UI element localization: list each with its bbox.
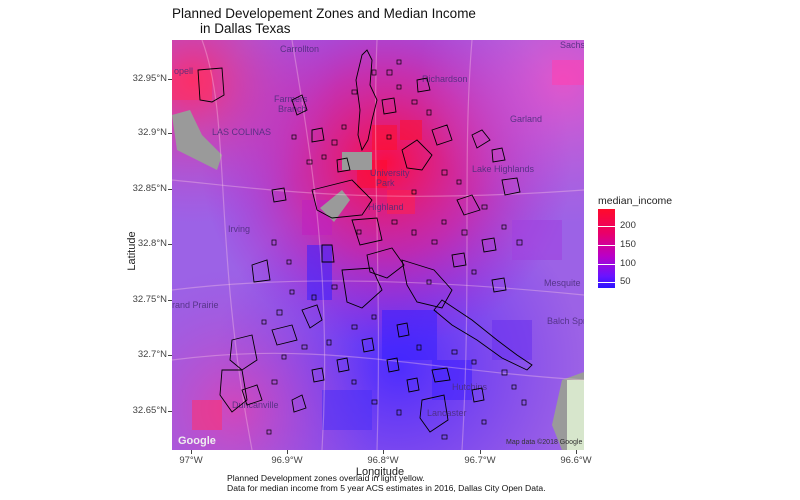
- caption-line-2: Data for median income from 5 year ACS e…: [227, 482, 546, 493]
- y-tick-32-85: 32.85°N: [122, 183, 172, 194]
- chart-title: Planned Developement Zones and Median In…: [172, 6, 502, 36]
- legend-label-50: 50: [620, 276, 631, 287]
- map-panel[interactable]: Carrollton Richardson Farmers Branch Gar…: [172, 40, 584, 450]
- svg-text:rand Prairie: rand Prairie: [172, 300, 219, 310]
- caption-line-1: Planned Development zones overlaid in li…: [227, 473, 425, 483]
- x-tick-96-9: 96.9°W: [262, 450, 312, 466]
- svg-text:LAS COLINAS: LAS COLINAS: [212, 127, 271, 137]
- planned-development-zones: [197, 49, 533, 433]
- x-tick-96-7: 96.7°W: [455, 450, 505, 466]
- zone-clusters-small: [261, 59, 527, 440]
- legend-tick-100: [598, 264, 615, 265]
- legend-tick-150: [598, 245, 615, 246]
- legend-label-100: 100: [620, 258, 636, 269]
- svg-text:Balch Springs: Balch Springs: [547, 316, 584, 326]
- svg-text:Mesquite: Mesquite: [544, 278, 581, 288]
- svg-text:Hutchins: Hutchins: [452, 382, 488, 392]
- y-tick-32-75: 32.75°N: [122, 294, 172, 305]
- y-tick-32-65: 32.65°N: [122, 405, 172, 416]
- legend-tick-200: [598, 226, 615, 227]
- y-tick-32-7: 32.7°N: [122, 349, 172, 360]
- svg-text:Richardson: Richardson: [422, 74, 468, 84]
- svg-text:Garland: Garland: [510, 114, 542, 124]
- svg-text:Carrollton: Carrollton: [280, 44, 319, 54]
- color-legend: median_income 200 150 100 50: [598, 195, 673, 288]
- map-svg: Carrollton Richardson Farmers Branch Gar…: [172, 40, 584, 450]
- google-logo: Google: [178, 435, 216, 447]
- svg-text:Irving: Irving: [228, 224, 250, 234]
- svg-text:Farmers: Farmers: [274, 94, 308, 104]
- title-line-1: Planned Developement Zones and Median In…: [172, 6, 476, 21]
- place-labels: Carrollton Richardson Farmers Branch Gar…: [172, 40, 584, 418]
- x-tick-96-6: 96.6°W: [551, 450, 601, 466]
- svg-text:Lake Highlands: Lake Highlands: [472, 164, 535, 174]
- svg-text:Park: Park: [376, 178, 395, 188]
- x-tick-97: 97°W: [166, 450, 216, 466]
- title-line-2: in Dallas Texas: [200, 21, 291, 36]
- legend-label-150: 150: [620, 239, 636, 250]
- svg-text:Sachse: Sachse: [560, 40, 584, 50]
- y-axis-label: Latitude: [126, 231, 138, 271]
- y-tick-32-95: 32.95°N: [122, 73, 172, 84]
- caption: Planned Development zones overlaid in li…: [227, 473, 597, 493]
- legend-colorbar: [598, 209, 615, 288]
- map-attribution: Map data ©2018 Google: [506, 438, 582, 446]
- y-tick-32-9: 32.9°N: [122, 127, 172, 138]
- basemap-patch: [567, 380, 584, 450]
- svg-text:Duncanville: Duncanville: [232, 400, 279, 410]
- y-tick-32-8: 32.8°N: [122, 238, 172, 249]
- legend-label-200: 200: [620, 220, 636, 231]
- legend-title: median_income: [598, 195, 673, 207]
- x-axis-label: Longitude: [355, 466, 405, 478]
- legend-tick-50: [598, 282, 615, 283]
- svg-text:Branch: Branch: [278, 104, 307, 114]
- svg-text:University: University: [370, 168, 410, 178]
- svg-text:Highland: Highland: [368, 202, 404, 212]
- x-tick-96-8: 96.8°W: [358, 450, 408, 466]
- svg-text:opell: opell: [174, 66, 193, 76]
